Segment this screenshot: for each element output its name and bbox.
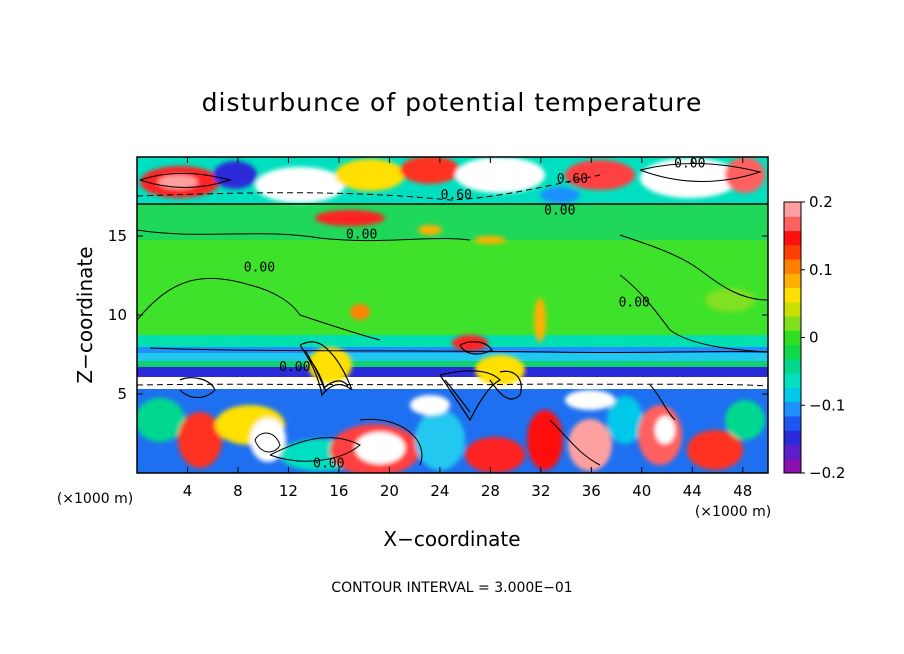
contour-value-labels: 0.00 0.60 0.60 0.00 0.00 0.00 0.00 0.00 0.00 (244, 156, 706, 472)
contour-label: 0.60 (557, 172, 588, 187)
colorbar-swatch (784, 401, 801, 417)
y-axis: 5 10 15 (108, 227, 768, 403)
field-band-upper (137, 205, 768, 240)
colorbar-swatch (784, 358, 801, 374)
colorbar-swatch (784, 259, 801, 274)
contour-label: 0.00 (346, 227, 377, 242)
field-band-green2 (137, 361, 768, 367)
field-band-teal (137, 347, 768, 353)
x-tick-label: 28 (481, 482, 500, 500)
field-upper-blobs (140, 157, 765, 203)
colorbar-swatch (784, 216, 801, 232)
colorbar-tick-label: −0.1 (809, 396, 845, 414)
colorbar-swatch (784, 202, 801, 217)
colorbar-swatch (784, 387, 801, 403)
x-tick-label: 40 (632, 482, 651, 500)
x-tick-label: 32 (531, 482, 550, 500)
colorbar-tick-label: 0.1 (809, 261, 833, 279)
field-band-white (137, 377, 768, 389)
z-unit-label: (×1000 m) (57, 491, 133, 507)
x-tick-label: 12 (279, 482, 298, 500)
y-tick-label: 5 (117, 385, 127, 403)
contour-interval: CONTOUR INTERVAL = 3.000E−01 (331, 580, 572, 596)
contour-label: 0.00 (313, 457, 344, 472)
y-tick-label: 15 (108, 227, 127, 245)
colorbar-tick-label: 0.2 (809, 193, 833, 211)
x-axis: 4 8 12 16 20 24 28 32 36 40 44 48 (183, 157, 752, 500)
field-band-lblue (137, 353, 768, 361)
colorbar-swatch (784, 344, 801, 360)
x-tick-label: 24 (430, 482, 449, 500)
colorbar-swatch (784, 244, 801, 260)
x-tick-label: 8 (233, 482, 243, 500)
plot-area: 0.00 0.60 0.60 0.00 0.00 0.00 0.00 0.00 0.00 (137, 156, 768, 473)
x-tick-label: 4 (183, 482, 193, 500)
x-tick-label: 20 (380, 482, 399, 500)
x-tick-label: 36 (582, 482, 601, 500)
colorbar: 0.2 0.1 0 −0.1 −0.2 (783, 193, 845, 482)
chart-title: disturbunce of potential temperature (202, 88, 703, 117)
x-unit-label: (×1000 m) (695, 504, 771, 520)
x-tick-label: 48 (733, 482, 752, 500)
contour-label: 0.00 (619, 295, 650, 310)
colorbar-swatch (784, 287, 801, 303)
colorbar-swatch (784, 430, 801, 445)
colorbar-tick-label: −0.2 (809, 464, 845, 482)
contour-lines (137, 162, 768, 466)
contour-label: 0.60 (441, 188, 472, 203)
colorbar-swatch (784, 330, 801, 346)
contour-label: 0.00 (279, 360, 310, 375)
colorbar-swatch (784, 373, 801, 388)
colorbar-swatch (784, 230, 801, 246)
plume-contours (179, 341, 676, 422)
colorbar-swatch (784, 301, 801, 317)
field-lower-blobs (137, 390, 765, 473)
contour-label: 0.00 (244, 261, 275, 276)
colorbar-tick-label: 0 (809, 329, 819, 347)
x-tick-label: 16 (329, 482, 348, 500)
colorbar-swatch (784, 444, 801, 460)
field-band-mid (137, 240, 768, 335)
x-axis-label: X−coordinate (383, 527, 520, 551)
contour-label: 0.00 (544, 204, 575, 219)
colorbar-swatch (784, 458, 801, 474)
colorbar-swatch (784, 415, 801, 431)
colorbar-swatch (784, 316, 801, 331)
y-tick-label: 10 (108, 306, 127, 324)
y-axis-label: Z−coordinate (73, 246, 97, 383)
field-band-cyan (137, 335, 768, 347)
colorbar-swatch (784, 273, 801, 289)
contour-label: 0.00 (674, 156, 705, 171)
x-tick-label: 44 (683, 482, 702, 500)
